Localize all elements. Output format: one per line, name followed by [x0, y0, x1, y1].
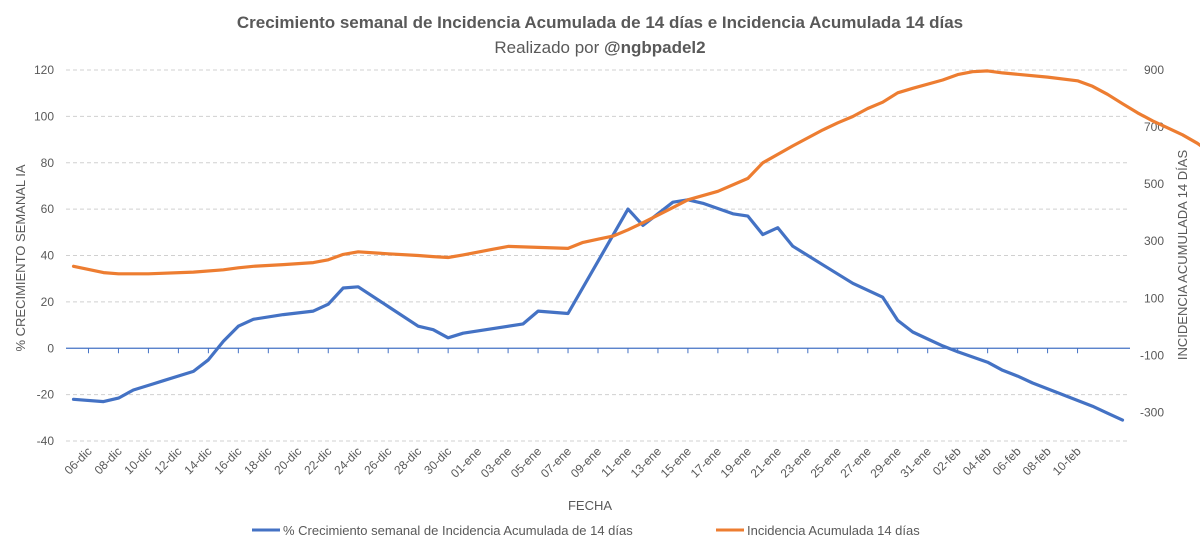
y-tick-left: -40 — [37, 434, 55, 448]
chart-subtitle-author: @ngbpadel2 — [604, 38, 706, 57]
y-axis-title-left: % CRECIMIENTO SEMANAL IA — [13, 164, 28, 351]
x-tick-label: 13-ene — [628, 444, 665, 481]
chart-subtitle-prefix: Realizado por — [494, 38, 604, 57]
legend: % Crecimiento semanal de Incidencia Acum… — [252, 523, 920, 538]
x-tick-label: 07-ene — [538, 444, 575, 481]
y-tick-left: 0 — [47, 341, 54, 355]
x-tick-label: 23-ene — [778, 444, 815, 481]
y-tick-left: 40 — [41, 249, 55, 263]
y-axis-title-right: INCIDENCIA ACUMULADA 14 DÍAS — [1175, 150, 1190, 361]
x-tick-label: 10-dic — [122, 444, 155, 477]
x-tick-label: 29-ene — [868, 444, 905, 481]
y-tick-left: 120 — [34, 63, 54, 77]
y-tick-right: 900 — [1144, 63, 1164, 77]
x-tick-label: 06-feb — [990, 444, 1024, 478]
y-tick-left: 60 — [41, 202, 55, 216]
x-tick-label: 12-dic — [152, 444, 185, 477]
y-tick-left: 20 — [41, 295, 55, 309]
y-tick-left: -20 — [37, 388, 55, 402]
x-tick-label: 09-ene — [568, 444, 605, 481]
y-tick-right: 100 — [1144, 291, 1164, 305]
y-tick-right: -100 — [1140, 348, 1164, 362]
legend-label-crecimiento: % Crecimiento semanal de Incidencia Acum… — [283, 523, 633, 538]
y-tick-right: 300 — [1144, 234, 1164, 248]
y-tick-right: -300 — [1140, 405, 1164, 419]
x-tick-label: 11-ene — [598, 444, 634, 480]
x-tick-label: 25-ene — [808, 444, 845, 481]
x-tick-label: 27-ene — [838, 444, 875, 481]
y-tick-left: 100 — [34, 109, 54, 123]
x-tick-label: 08-feb — [1020, 444, 1054, 478]
gridlines — [66, 69, 1130, 442]
x-tick-label: 14-dic — [181, 444, 214, 477]
x-tick-label: 17-ene — [688, 444, 725, 481]
legend-label-incidencia: Incidencia Acumulada 14 días — [747, 523, 920, 538]
x-tick-label: 21-ene — [748, 444, 785, 481]
x-tick-label: 08-dic — [92, 444, 125, 477]
x-tick-label: 04-feb — [960, 444, 994, 478]
x-tick-label: 02-feb — [930, 444, 964, 478]
x-tick-label: 16-dic — [211, 444, 244, 477]
x-tick-label: 01-ene — [448, 444, 485, 481]
x-tick-label: 28-dic — [391, 444, 424, 477]
x-tick-label: 20-dic — [271, 444, 304, 477]
x-tick-label: 10-feb — [1050, 444, 1084, 478]
x-tick-label: 05-ene — [508, 444, 545, 481]
chart-subtitle: Realizado por @ngbpadel2 — [494, 38, 705, 57]
y-tick-right: 500 — [1144, 177, 1164, 191]
series-line-crecimiento — [71, 198, 1125, 422]
chart-title: Crecimiento semanal de Incidencia Acumul… — [237, 13, 963, 32]
x-tick-label: 19-ene — [718, 444, 755, 481]
left-axis-ticks: -40 -20 0 20 40 60 80 100 120 — [34, 63, 54, 448]
x-tick-label: 15-ene — [658, 444, 695, 481]
series-line-incidencia — [71, 69, 1200, 276]
x-tick-label: 26-dic — [361, 444, 394, 477]
x-tick-label: 06-dic — [62, 444, 95, 477]
x-axis-ticks: 06-dic08-dic10-dic12-dic14-dic16-dic18-d… — [62, 348, 1084, 481]
x-axis-title: FECHA — [568, 498, 612, 513]
x-tick-label: 24-dic — [331, 444, 364, 477]
x-tick-label: 31-ene — [897, 444, 934, 481]
series-lines — [71, 69, 1200, 422]
x-tick-label: 18-dic — [241, 444, 274, 477]
y-tick-left: 80 — [41, 156, 55, 170]
x-tick-label: 03-ene — [478, 444, 515, 481]
x-tick-label: 22-dic — [301, 444, 334, 477]
